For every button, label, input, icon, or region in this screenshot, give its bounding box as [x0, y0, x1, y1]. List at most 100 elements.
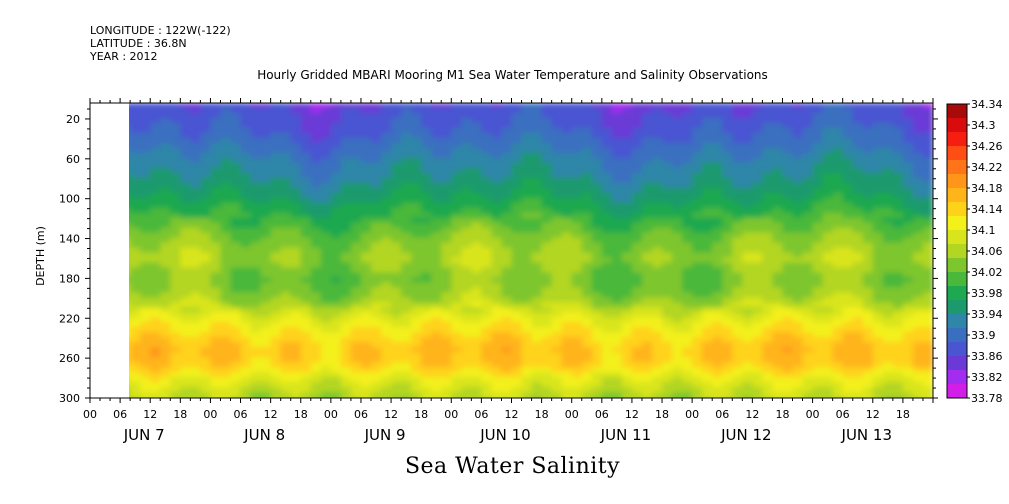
salinity-cell — [260, 287, 272, 293]
salinity-cell — [802, 367, 814, 373]
salinity-cell — [461, 137, 472, 144]
salinity-cell — [772, 262, 784, 269]
salinity-cell — [652, 162, 663, 169]
salinity-cell — [541, 237, 553, 244]
salinity-cell — [431, 332, 442, 338]
salinity-cell — [310, 352, 322, 358]
salinity-cell — [160, 137, 171, 144]
salinity-cell — [581, 307, 593, 313]
salinity-cell — [411, 202, 422, 209]
salinity-cell — [250, 237, 262, 244]
salinity-cell — [160, 332, 171, 338]
salinity-cell — [381, 297, 392, 303]
salinity-cell — [902, 352, 914, 358]
salinity-cell — [652, 152, 663, 159]
salinity-cell — [290, 327, 302, 333]
salinity-cell — [200, 152, 212, 159]
salinity-cell — [150, 322, 161, 328]
salinity-cell — [832, 197, 844, 204]
salinity-cell — [140, 107, 151, 114]
salinity-cell — [210, 172, 222, 179]
salinity-cell — [802, 392, 814, 398]
salinity-cell — [922, 112, 933, 119]
salinity-cell — [360, 272, 372, 279]
salinity-cell — [822, 252, 834, 259]
salinity-cell — [411, 127, 422, 134]
salinity-cell — [350, 257, 362, 264]
salinity-cell — [190, 242, 201, 249]
salinity-cell — [501, 197, 513, 204]
salinity-cell — [160, 387, 171, 393]
salinity-cell — [912, 227, 924, 234]
salinity-cell — [672, 182, 683, 189]
salinity-cell — [902, 357, 914, 363]
salinity-cell — [611, 117, 623, 124]
salinity-cell — [371, 127, 382, 134]
salinity-cell — [340, 257, 352, 264]
salinity-cell — [772, 227, 784, 234]
salinity-cell — [882, 207, 894, 214]
salinity-cell — [461, 292, 472, 298]
salinity-cell — [561, 337, 573, 343]
salinity-cell — [822, 297, 834, 303]
salinity-cell — [350, 122, 362, 129]
salinity-cell — [431, 252, 442, 259]
salinity-cell — [682, 232, 693, 239]
salinity-cell — [772, 297, 784, 303]
salinity-cell — [712, 287, 723, 293]
salinity-cell — [852, 272, 864, 279]
salinity-cell — [742, 122, 753, 129]
salinity-cell — [461, 282, 472, 288]
salinity-cell — [551, 267, 563, 274]
longitude-text: LONGITUDE : 122W(-122) — [90, 24, 231, 37]
salinity-cell — [571, 137, 583, 144]
salinity-cell — [631, 377, 643, 383]
salinity-cell — [641, 392, 653, 398]
salinity-cell — [782, 162, 794, 169]
salinity-cell — [672, 103, 683, 109]
salinity-cell — [340, 167, 352, 174]
salinity-cell — [531, 162, 543, 169]
salinity-cell — [742, 317, 753, 323]
salinity-cell — [441, 112, 452, 119]
salinity-cell — [561, 232, 573, 239]
salinity-cell — [912, 247, 924, 254]
salinity-cell — [471, 382, 482, 388]
salinity-cell — [441, 247, 452, 254]
salinity-cell — [712, 257, 723, 264]
salinity-cell — [511, 282, 523, 288]
salinity-cell — [250, 292, 262, 298]
salinity-cell — [330, 252, 342, 259]
salinity-cell — [330, 367, 342, 373]
salinity-cell — [641, 352, 653, 358]
salinity-cell — [832, 232, 844, 239]
salinity-cell — [551, 367, 563, 373]
salinity-cell — [922, 302, 933, 308]
salinity-cell — [652, 322, 663, 328]
salinity-cell — [732, 352, 743, 358]
salinity-cell — [822, 103, 834, 109]
salinity-cell — [902, 382, 914, 388]
salinity-cell — [140, 337, 151, 343]
salinity-cell — [461, 167, 472, 174]
salinity-cell — [732, 367, 743, 373]
salinity-cell — [631, 357, 643, 363]
salinity-cell — [561, 122, 573, 129]
salinity-cell — [852, 352, 864, 358]
salinity-cell — [240, 377, 252, 383]
salinity-cell — [601, 367, 613, 373]
salinity-cell — [240, 172, 252, 179]
salinity-cell — [842, 332, 854, 338]
salinity-cell — [310, 332, 322, 338]
salinity-cell — [742, 247, 753, 254]
salinity-cell — [812, 317, 824, 323]
salinity-cell — [872, 172, 884, 179]
salinity-cell — [481, 282, 493, 288]
salinity-cell — [591, 267, 603, 274]
salinity-cell — [250, 252, 262, 259]
salinity-cell — [411, 312, 422, 318]
salinity-cell — [491, 337, 503, 343]
salinity-cell — [571, 282, 583, 288]
salinity-cell — [381, 167, 392, 174]
salinity-cell — [200, 237, 212, 244]
